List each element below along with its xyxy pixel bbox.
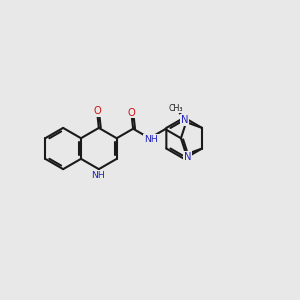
- Text: NH: NH: [144, 135, 158, 144]
- Text: O: O: [128, 107, 136, 118]
- Text: CH₃: CH₃: [168, 104, 183, 113]
- Text: N: N: [184, 152, 191, 162]
- Text: O: O: [94, 106, 101, 116]
- Text: N: N: [181, 115, 188, 125]
- Text: NH: NH: [91, 171, 105, 180]
